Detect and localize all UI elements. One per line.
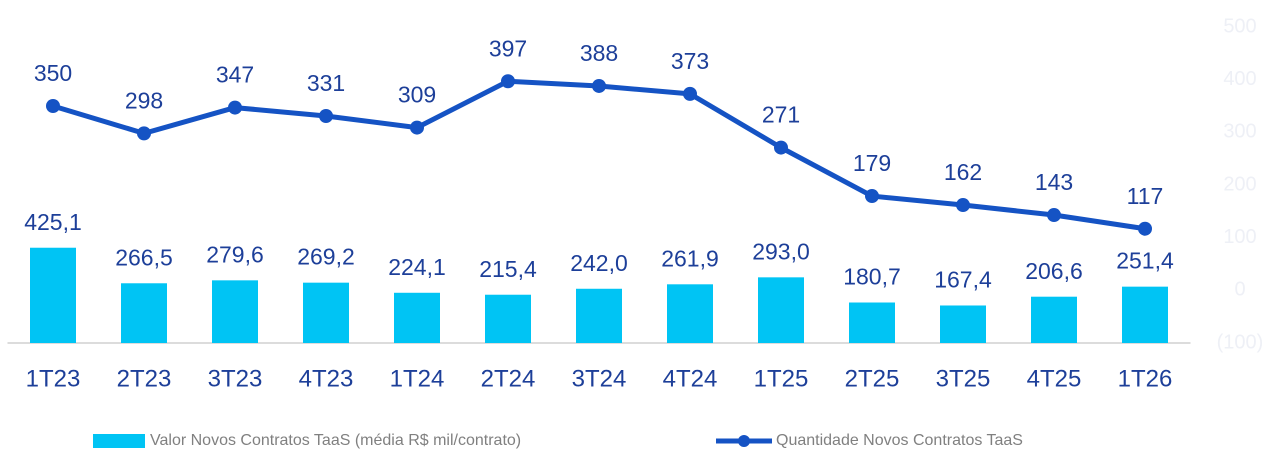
bar-value-label: 266,5 [115, 244, 173, 270]
y2-tick-label: 400 [1223, 68, 1256, 90]
line-point [1047, 208, 1061, 223]
x-tick-label: 2T23 [117, 365, 172, 392]
line-point [137, 126, 151, 141]
line-value-label: 179 [853, 150, 891, 176]
bar-value-label: 180,7 [843, 264, 901, 290]
y2-tick-label: (100) [1217, 331, 1264, 353]
x-tick-label: 1T24 [390, 365, 445, 392]
line-value-label: 388 [580, 40, 618, 66]
line-point [46, 99, 60, 113]
bar [940, 305, 986, 343]
bar [849, 302, 895, 343]
bar-value-label: 279,6 [206, 241, 264, 267]
legend-label: Quantidade Novos Contratos TaaS [776, 432, 1023, 449]
line-point [865, 189, 879, 204]
bar-value-label: 206,6 [1025, 258, 1083, 284]
x-tick-label: 3T24 [572, 365, 627, 392]
bar-value-label: 251,4 [1116, 248, 1174, 274]
bar-value-label: 261,9 [661, 245, 719, 271]
line-value-label: 298 [125, 87, 163, 113]
line-value-label: 271 [762, 102, 800, 128]
bar-value-label: 293,0 [752, 238, 810, 264]
line-point [592, 78, 606, 93]
line-point [319, 109, 333, 124]
bar-value-label: 425,1 [24, 209, 82, 235]
bar [485, 294, 531, 343]
bar [1031, 296, 1077, 343]
x-tick-label: 3T23 [208, 365, 263, 392]
x-tick-label: 3T25 [936, 365, 991, 392]
bar-value-label: 215,4 [479, 256, 537, 282]
bar-value-label: 269,2 [297, 244, 355, 270]
y2-tick-label: 500 [1223, 15, 1256, 37]
line-point [410, 120, 424, 135]
x-tick-label: 2T24 [481, 365, 536, 392]
bar [394, 292, 440, 343]
bar-value-label: 167,4 [934, 267, 992, 293]
bar [121, 283, 167, 343]
line-point [956, 198, 970, 213]
line-value-label: 350 [34, 60, 72, 86]
line-point [774, 140, 788, 155]
line-point [228, 100, 242, 115]
y2-tick-label: 300 [1223, 121, 1256, 143]
y2-tick-label: 200 [1223, 173, 1256, 195]
x-tick-label: 1T23 [26, 365, 81, 392]
y2-tick-label: 0 [1234, 279, 1245, 301]
line-point [501, 74, 515, 89]
line-point [1138, 221, 1152, 236]
line-value-label: 162 [944, 159, 982, 185]
legend-swatch-point [738, 435, 750, 447]
bar [667, 284, 713, 343]
line-point [683, 86, 697, 101]
legend-swatch [93, 434, 145, 448]
bar [212, 280, 258, 343]
bar-value-label: 242,0 [570, 250, 628, 276]
x-tick-label: 4T25 [1027, 365, 1082, 392]
bar [576, 288, 622, 343]
x-tick-label: 1T25 [754, 365, 809, 392]
line-value-label: 331 [307, 70, 345, 96]
bar [758, 277, 804, 343]
bar [303, 282, 349, 343]
x-tick-label: 4T23 [299, 365, 354, 392]
x-tick-label: 1T26 [1118, 365, 1173, 392]
y2-tick-label: 100 [1223, 226, 1256, 248]
line-value-label: 117 [1127, 183, 1164, 209]
x-tick-label: 2T25 [845, 365, 900, 392]
line [52, 78, 1146, 232]
line-value-label: 143 [1035, 169, 1073, 195]
line-value-label: 347 [216, 62, 254, 88]
x-tick-label: 4T24 [663, 365, 718, 392]
line-value-label: 309 [398, 82, 436, 108]
line-value-label: 397 [489, 35, 527, 61]
line-value-label: 373 [671, 48, 709, 74]
bar [30, 247, 76, 343]
legend-label: Valor Novos Contratos TaaS (média R$ mil… [150, 432, 521, 449]
bar [1122, 286, 1168, 343]
bar-value-label: 224,1 [388, 254, 446, 280]
